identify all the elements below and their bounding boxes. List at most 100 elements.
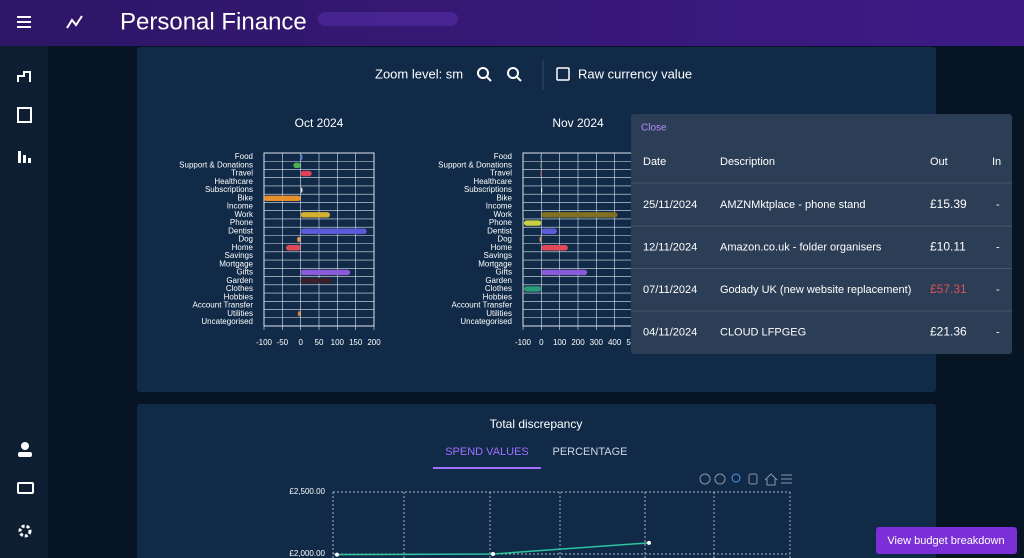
column-header: Date	[643, 156, 666, 168]
category-label: Hobbies	[224, 292, 253, 301]
bar	[300, 154, 303, 160]
category-label: Account Transfer	[452, 301, 513, 310]
bar	[300, 187, 303, 193]
breakdown-label[interactable]: View budget breakdown	[887, 535, 1004, 547]
close-link[interactable]: Close	[641, 123, 667, 134]
category-label: Work	[234, 210, 254, 219]
category-label: Support & Donations	[179, 160, 253, 169]
cell-out: £15.39	[930, 197, 967, 211]
category-label: Gifts	[496, 268, 512, 277]
category-label: Income	[486, 202, 513, 211]
bar	[300, 228, 367, 234]
chart-title: Oct 2024	[295, 116, 344, 130]
category-label: Garden	[226, 276, 253, 285]
breakdown-button[interactable]	[876, 527, 1017, 554]
category-label: Travel	[231, 169, 253, 178]
bar	[541, 187, 543, 193]
category-label: Hobbies	[483, 292, 512, 301]
y-tick-label: £2,500.00	[289, 487, 325, 496]
category-label: Travel	[490, 169, 512, 178]
category-label: Healthcare	[473, 177, 512, 186]
category-label: Phone	[230, 218, 254, 227]
category-label: Food	[235, 152, 253, 161]
category-label: Savings	[225, 251, 253, 260]
x-tick-label: 400	[608, 338, 622, 347]
chart-title: Nov 2024	[552, 116, 604, 130]
bar	[541, 245, 568, 251]
category-label: Utilities	[227, 309, 253, 318]
sidebar	[0, 46, 48, 558]
cell-in: -	[996, 241, 1000, 253]
category-label: Dog	[497, 235, 512, 244]
bar	[540, 154, 542, 160]
discrepancy-card	[137, 404, 936, 558]
bar	[300, 269, 351, 276]
category-label: Support & Donations	[438, 160, 512, 169]
zoom-out[interactable]	[477, 67, 492, 82]
category-label: Home	[232, 243, 254, 252]
bar	[293, 162, 301, 169]
category-label: Dentist	[487, 226, 513, 235]
category-label: Food	[494, 152, 512, 161]
nav-icon[interactable]	[17, 482, 34, 494]
nav-icon[interactable]	[18, 442, 32, 457]
zoom-in[interactable]	[507, 67, 522, 82]
trend-icon[interactable]	[66, 15, 83, 29]
category-label: Utilities	[486, 309, 512, 318]
cell-description: AMZNMktplace - phone stand	[720, 199, 866, 211]
bar	[297, 236, 301, 243]
category-label: Uncategorised	[460, 317, 512, 326]
nav-icon[interactable]	[17, 71, 31, 82]
column-header: Out	[930, 156, 948, 168]
bar	[264, 195, 301, 202]
x-tick-label: 50	[315, 338, 324, 347]
category-label: Phone	[489, 218, 513, 227]
raw-checkbox[interactable]	[556, 67, 570, 81]
cell-description: Amazon.co.uk - folder organisers	[720, 241, 882, 253]
bar	[286, 245, 301, 251]
bar	[541, 228, 557, 234]
x-tick-label: -50	[277, 338, 289, 347]
zoom-label: Zoom level: sm	[375, 66, 463, 81]
bar	[523, 286, 542, 292]
cell-date: 25/11/2024	[643, 199, 697, 211]
nav-icon[interactable]	[18, 524, 32, 538]
menu-icon[interactable]	[17, 16, 31, 28]
x-tick-label: 200	[571, 338, 585, 347]
bar	[541, 269, 588, 276]
x-tick-label: 150	[349, 338, 363, 347]
category-label: Bike	[496, 193, 512, 202]
x-tick-label: 200	[367, 338, 381, 347]
column-header: In	[992, 156, 1001, 168]
cell-out: £21.36	[930, 325, 967, 339]
bar	[541, 212, 618, 218]
bar	[300, 212, 330, 218]
chart-toolbar[interactable]	[699, 473, 792, 486]
cell-in: -	[996, 326, 1000, 338]
nav-icon[interactable]	[17, 107, 32, 123]
popup-panel	[631, 114, 1012, 354]
cell-out: £57.31	[930, 282, 967, 296]
bar	[540, 162, 542, 169]
tab-percentage[interactable]: PERCENTAGE	[553, 446, 628, 458]
point	[335, 552, 339, 557]
category-label: Mortgage	[478, 259, 512, 268]
tab-indicator	[433, 467, 541, 469]
category-label: Dog	[238, 235, 253, 244]
discrepancy-chart: £2,500.00 £2,000.00	[289, 487, 791, 558]
bar	[539, 236, 542, 243]
cell-in: -	[996, 284, 1000, 296]
cell-date: 07/11/2024	[643, 284, 697, 296]
category-label: Clothes	[485, 284, 512, 293]
tab-spend[interactable]: SPEND VALUES	[445, 446, 529, 458]
nav-icon[interactable]	[18, 151, 31, 163]
cell-description: CLOUD LFPGEG	[720, 326, 806, 338]
app-title: Personal Finance	[120, 8, 307, 35]
x-tick-label: 300	[590, 338, 604, 347]
raw-label: Raw currency value	[578, 66, 692, 81]
x-tick-label: -100	[256, 338, 273, 347]
bar	[523, 220, 542, 226]
header	[0, 0, 1024, 46]
